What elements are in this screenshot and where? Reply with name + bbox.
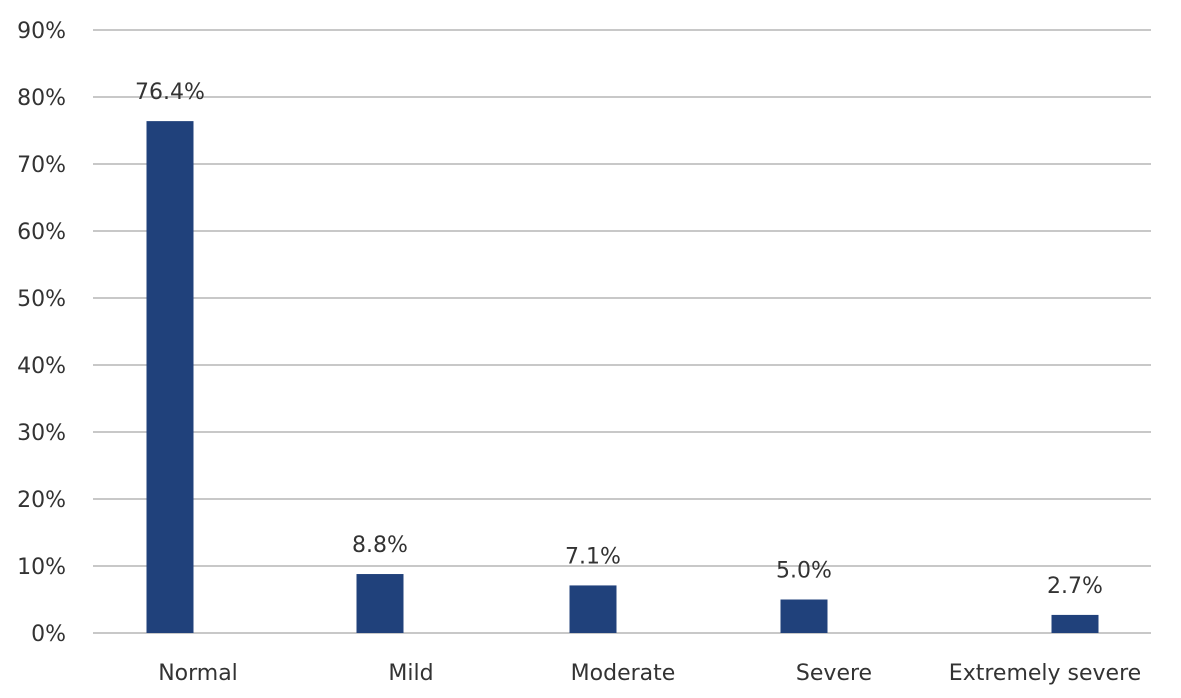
y-tick-label: 90% (17, 19, 66, 44)
data-label: 7.1% (565, 544, 621, 569)
bar-extremely-severe (1051, 614, 1099, 633)
y-axis-tick-labels: 0% 10% 20% 30% 40% 50% 60% 70% 80% 90% (17, 19, 66, 647)
x-category-label: Severe (796, 661, 872, 686)
y-tick-label: 60% (17, 220, 66, 245)
bar-moderate (569, 585, 617, 633)
bar-mild (356, 574, 404, 633)
data-label: 5.0% (776, 559, 832, 584)
x-category-label: Moderate (571, 661, 676, 686)
y-tick-label: 20% (17, 488, 66, 513)
x-category-label: Extremely severe (949, 661, 1141, 686)
y-tick-label: 50% (17, 287, 66, 312)
bar-severe (780, 599, 828, 633)
data-label: 8.8% (352, 533, 408, 558)
y-tick-label: 0% (31, 622, 66, 647)
data-label: 2.7% (1047, 574, 1103, 599)
x-axis-category-labels: Normal Mild Moderate Severe Extremely severe (158, 661, 1141, 686)
x-category-label: Normal (158, 661, 238, 686)
gridlines (93, 29, 1151, 634)
bar-normal (146, 121, 194, 634)
data-label: 76.4% (135, 80, 205, 105)
bars (146, 121, 1099, 634)
y-tick-label: 70% (17, 153, 66, 178)
y-tick-label: 10% (17, 555, 66, 580)
y-tick-label: 80% (17, 86, 66, 111)
y-tick-label: 40% (17, 354, 66, 379)
data-labels: 76.4% 8.8% 7.1% 5.0% 2.7% (135, 80, 1103, 599)
x-category-label: Mild (388, 661, 433, 686)
y-tick-label: 30% (17, 421, 66, 446)
